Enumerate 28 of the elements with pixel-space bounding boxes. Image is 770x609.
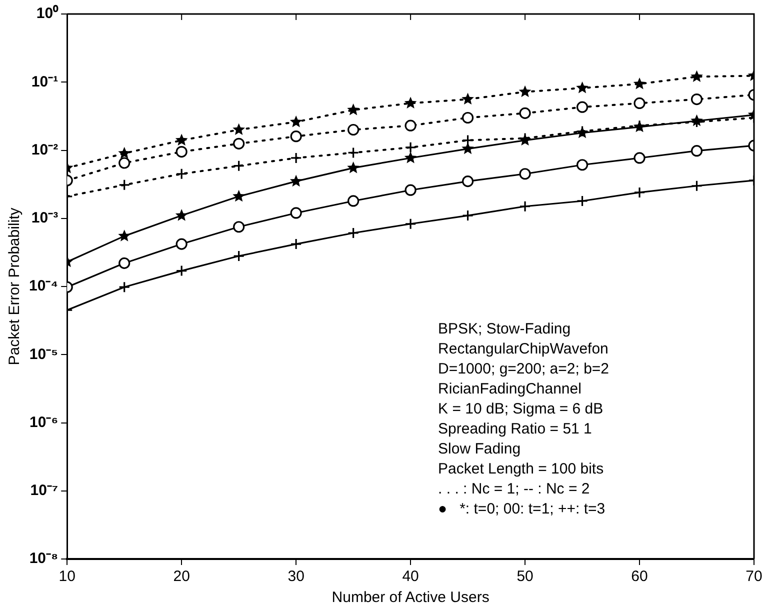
x-axis-title: Number of Active Users [332, 589, 490, 606]
y-tick-label: 10⁰ [36, 4, 60, 22]
annotation: K = 10 dB; Sigma = 6 dB [438, 400, 604, 418]
annotation: RectangularChipWavefon [438, 340, 608, 358]
y-tick-label: 10⁻⁵ [29, 346, 58, 363]
x-tick-label: 20 [173, 568, 190, 586]
y-tick-label: 10⁻⁸ [29, 550, 58, 568]
annotation: Packet Length = 100 bits [438, 460, 604, 478]
x-tick-label: 50 [516, 568, 534, 586]
x-tick-label: 70 [746, 568, 762, 586]
y-tick-label: 10⁻³ [31, 210, 58, 227]
annotation: RicianFadingChannel [438, 380, 582, 398]
y-tick-label: 10⁻⁶ [30, 414, 58, 431]
y-tick-label: 10⁻¹ [31, 73, 58, 90]
annotation: D=1000; g=200; a=2; b=2 [438, 360, 610, 378]
annotation: . . . : Nc = 1; -- : Nc = 2 [438, 480, 590, 498]
y-tick-label: 10⁻² [31, 141, 58, 158]
y-tick-label: 10⁻⁷ [30, 482, 58, 500]
y-tick-label: 10⁻⁴ [28, 278, 58, 295]
annotation: BPSK; Stow-Fading [438, 320, 571, 338]
annotation: ● *: t=0; 00: t=1; ++: t=3 [438, 500, 606, 518]
x-tick-label: 10 [58, 568, 76, 586]
y-axis-title: Packet Error Probability [6, 207, 24, 366]
annotation: Spreading Ratio = 51 1 [438, 420, 592, 438]
x-tick-label: 30 [288, 568, 304, 586]
x-tick-label: 40 [402, 568, 419, 586]
annotation: Slow Fading [438, 440, 521, 458]
x-tick-label: 60 [631, 568, 648, 586]
